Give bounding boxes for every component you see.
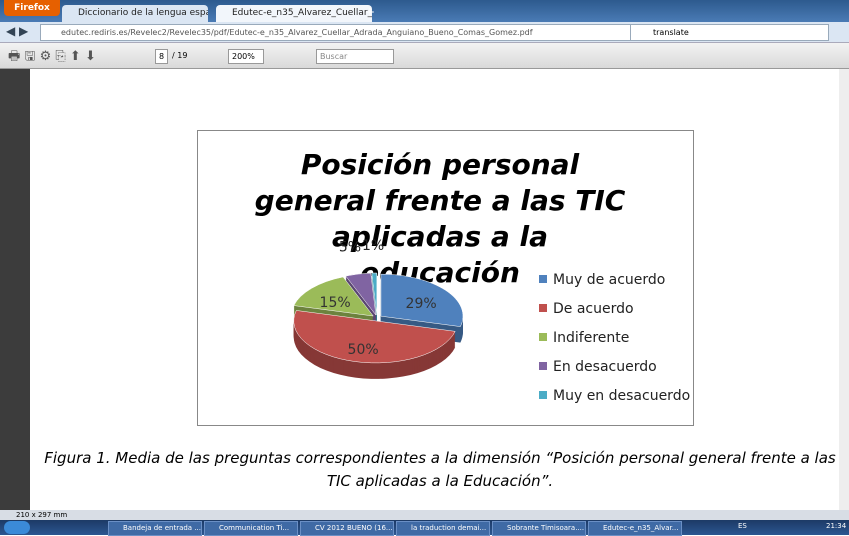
taskbar-item[interactable]: CV 2012 BUENO (16... (300, 521, 394, 536)
scrollbar[interactable] (839, 69, 849, 510)
back-forward[interactable]: ◀ ▶ (6, 24, 28, 38)
legend-swatch (539, 275, 547, 283)
taskbar-item[interactable]: Sobrante Timisoara.... (492, 521, 586, 536)
zoom[interactable]: 200% (228, 49, 264, 64)
legend-label: De acuerdo (553, 301, 634, 317)
legend-label: En desacuerdo (553, 359, 657, 375)
legend-swatch (539, 391, 547, 399)
legend-label: Muy de acuerdo (553, 272, 665, 288)
url-bar[interactable]: edutec.rediris.es/Revelec2/Revelec35/pdf… (40, 24, 652, 41)
page-size: 210 x 297 mm (0, 511, 67, 519)
tab[interactable]: Diccionario de la lengua española - Vi..… (62, 5, 208, 22)
clock: 21:34 (826, 522, 846, 530)
data-label: 50% (348, 342, 379, 358)
status-bar: 210 x 297 mm (0, 510, 849, 520)
taskbar-item[interactable]: la traduction demai... (396, 521, 490, 536)
pdf-toolbar: 🖶 🖫 ⚙ ⎘ ⬆ ⬇ 8 / 19 200% Buscar (0, 43, 849, 69)
data-label: 29% (406, 296, 437, 312)
taskbar-item[interactable]: Edutec-e_n35_Alvar... (588, 521, 682, 536)
page-count: / 19 (172, 49, 187, 62)
data-label: 5% (339, 240, 361, 256)
chart: 29% 50% 15% 5%1% Muy de acuerdo De acuerdo Ind… (197, 130, 692, 424)
figure-caption: Figura 1. Media de las preguntas corresp… (40, 447, 840, 493)
toolbar-icons[interactable]: 🖶 🖫 ⚙ ⎘ ⬆ ⬇ (8, 47, 96, 69)
find-box[interactable]: Buscar (316, 49, 394, 64)
search-box[interactable]: translate (630, 24, 829, 41)
firefox-button[interactable]: Firefox (4, 0, 60, 16)
legend-swatch (539, 304, 547, 312)
legend-label: Indiferente (553, 330, 629, 346)
new-tab[interactable]: + (365, 5, 375, 19)
legend-label: Muy en desacuerdo (553, 388, 690, 404)
taskbar-item[interactable]: Bandeja de entrada ... (108, 521, 202, 536)
legend-swatch (539, 362, 547, 370)
language[interactable]: ES (738, 522, 747, 530)
data-label: 15% (320, 295, 351, 311)
page-input[interactable]: 8 (155, 49, 168, 64)
data-label: 1% (362, 238, 384, 254)
legend-swatch (539, 333, 547, 341)
nav-bar: ◀ ▶ edutec.rediris.es/Revelec2/Revelec35… (0, 22, 849, 43)
sidebar (0, 69, 30, 510)
taskbar-item[interactable]: Communication Ti... (204, 521, 298, 536)
start-button[interactable] (4, 521, 30, 534)
screen: Firefox Diccionario de la lengua español… (0, 0, 849, 535)
tab-active[interactable]: Edutec-e_n35_Alvarez_Cuellar_Adrad... (216, 5, 372, 22)
